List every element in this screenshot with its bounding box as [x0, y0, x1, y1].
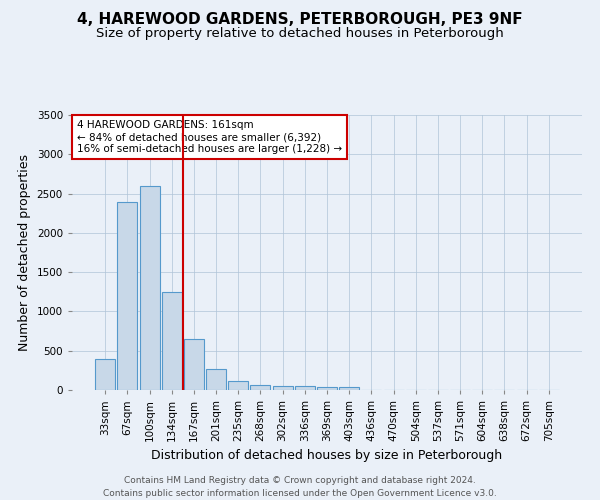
Bar [118, 202, 137, 390]
Bar [295, 386, 315, 390]
Bar [272, 386, 293, 390]
Text: 4 HAREWOOD GARDENS: 161sqm
← 84% of detached houses are smaller (6,392)
16% of s: 4 HAREWOOD GARDENS: 161sqm ← 84% of deta… [77, 120, 342, 154]
Bar [339, 387, 359, 390]
Text: Size of property relative to detached houses in Peterborough: Size of property relative to detached ho… [96, 28, 504, 40]
Y-axis label: Number of detached properties: Number of detached properties [18, 154, 31, 351]
Text: Contains HM Land Registry data © Crown copyright and database right 2024.
Contai: Contains HM Land Registry data © Crown c… [103, 476, 497, 498]
Bar [95, 358, 115, 390]
Text: 4, HAREWOOD GARDENS, PETERBOROUGH, PE3 9NF: 4, HAREWOOD GARDENS, PETERBOROUGH, PE3 9… [77, 12, 523, 28]
Bar [162, 292, 182, 390]
Bar [140, 186, 160, 390]
Bar [250, 385, 271, 390]
Bar [206, 369, 226, 390]
Bar [228, 381, 248, 390]
Bar [184, 339, 204, 390]
Bar [317, 387, 337, 390]
X-axis label: Distribution of detached houses by size in Peterborough: Distribution of detached houses by size … [151, 450, 503, 462]
